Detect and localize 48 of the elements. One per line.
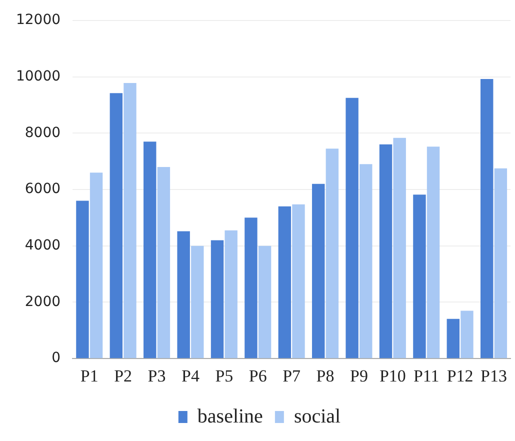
bar — [480, 79, 494, 358]
bar — [393, 138, 406, 358]
x-tick-label: P6 — [248, 366, 267, 386]
bar — [413, 194, 426, 358]
bar — [244, 218, 258, 358]
bar — [360, 164, 372, 358]
bar — [76, 200, 89, 358]
bar — [494, 168, 508, 358]
y-tick-label: 6000 — [24, 181, 61, 198]
bar — [292, 204, 305, 358]
x-tick-label: P13 — [480, 366, 508, 386]
y-tick-label: 8000 — [24, 124, 61, 141]
y-tick-label: 0 — [52, 350, 61, 366]
x-tick-label: P3 — [148, 366, 166, 386]
y-tick-label: 4000 — [24, 238, 61, 254]
bar — [110, 93, 123, 358]
bar — [258, 246, 272, 358]
bar — [224, 230, 238, 358]
bar — [191, 246, 204, 358]
bar — [124, 82, 136, 358]
bar — [446, 318, 460, 358]
bar — [460, 310, 474, 358]
y-tick-label: 2000 — [24, 294, 61, 310]
x-tick-label: P1 — [80, 366, 98, 386]
bar — [90, 172, 103, 358]
y-tick-label: 10000 — [16, 68, 61, 84]
bar — [177, 231, 190, 358]
x-tick-label: P11 — [413, 366, 440, 386]
x-tick-label: P10 — [379, 366, 406, 386]
bar — [210, 240, 224, 358]
x-tick-label: P2 — [114, 366, 132, 386]
bar — [157, 166, 170, 358]
x-tick-label: P12 — [446, 366, 474, 386]
y-tick-label: 12000 — [16, 12, 61, 28]
bar — [346, 98, 358, 358]
x-tick-label: P8 — [316, 366, 334, 386]
x-tick-label: P9 — [350, 366, 368, 386]
bar — [326, 148, 339, 358]
x-tick-label: P5 — [215, 366, 234, 386]
bar — [278, 206, 292, 358]
bar — [379, 144, 392, 358]
x-tick-label: P4 — [182, 366, 200, 386]
legend-label: baseline — [197, 405, 264, 428]
bar — [144, 142, 156, 358]
x-tick-label: P7 — [282, 366, 302, 386]
legend-label: social — [294, 405, 342, 428]
bar — [312, 184, 325, 358]
bar — [426, 146, 440, 358]
